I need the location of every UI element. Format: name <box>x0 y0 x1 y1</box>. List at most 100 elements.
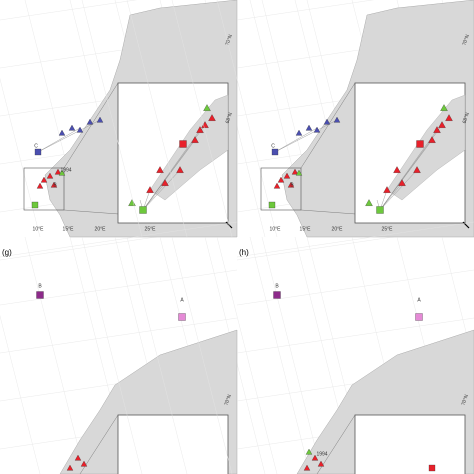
marker-triangle <box>36 182 44 189</box>
marker-triangle <box>191 136 199 143</box>
marker-triangle <box>287 181 295 188</box>
lat-label: 70°N <box>225 33 235 46</box>
lon-label: 25°E <box>145 226 157 232</box>
marker-triangle <box>413 166 421 173</box>
marker-square <box>268 201 276 209</box>
marker-triangle <box>273 182 281 189</box>
lat-label: 70°N <box>224 393 234 406</box>
panel-label: (g) <box>2 248 12 257</box>
map-panel: C B 10°E 15°E 20°E 25°E 70°N 68°N <box>81 0 474 261</box>
marker-triangle <box>383 186 391 193</box>
lat-label: 70°N <box>462 33 472 46</box>
track-line <box>142 169 181 211</box>
lon-label: 20°E <box>332 226 344 232</box>
marker-triangle <box>208 114 216 121</box>
site-label: B <box>53 182 57 188</box>
marker-triangle <box>76 126 84 133</box>
lon-label: 20°E <box>95 226 107 232</box>
marker-triangle <box>277 176 285 183</box>
track-line <box>274 119 338 153</box>
panel-label: (h) <box>239 248 249 257</box>
marker-triangle <box>398 179 406 186</box>
lon-label: 25°E <box>382 226 394 232</box>
marker-square <box>139 206 147 214</box>
marker-triangle <box>146 186 154 193</box>
track-line <box>0 317 238 354</box>
marker-triangle <box>176 166 184 173</box>
track-line <box>37 119 101 153</box>
marker-triangle <box>433 126 441 133</box>
marker-square <box>36 291 44 299</box>
lon-label: 10°E <box>33 226 45 232</box>
marker-triangle <box>317 460 325 467</box>
marker-triangle <box>333 116 341 123</box>
marker-triangle <box>46 172 54 179</box>
track-line <box>316 414 356 474</box>
marker-triangle <box>291 168 299 175</box>
track-line <box>261 236 323 474</box>
marker-triangle <box>393 166 401 173</box>
map-panel: (g) B A 70°N <box>0 221 356 474</box>
marker-triangle <box>445 114 453 121</box>
marker-triangle <box>438 121 446 128</box>
track-line <box>236 221 474 258</box>
lon-label: 10°E <box>270 226 282 232</box>
marker-square <box>271 148 279 156</box>
track-line <box>79 414 119 474</box>
marker-triangle <box>54 168 62 175</box>
track-line <box>142 182 166 211</box>
marker-triangle <box>305 124 313 131</box>
site-label: C <box>34 143 38 149</box>
lon-label: 15°E <box>63 226 75 232</box>
marker-square <box>178 313 186 321</box>
track-line <box>236 269 474 306</box>
site-label: 1994 <box>60 167 71 173</box>
marker-square <box>273 291 281 299</box>
site-label: B <box>38 283 42 289</box>
site-label: 1994 <box>316 451 327 457</box>
marker-triangle <box>203 104 211 111</box>
marker-triangle <box>96 116 104 123</box>
track-line <box>171 0 233 238</box>
marker-square <box>376 206 384 214</box>
marker-square <box>415 313 423 321</box>
track-line <box>171 236 233 474</box>
lat-label: 68°N <box>225 111 235 124</box>
overview-box <box>23 167 65 211</box>
track-line <box>300 82 356 169</box>
marker-triangle <box>68 124 76 131</box>
marker-square <box>416 140 424 148</box>
marker-triangle <box>305 448 313 455</box>
marker-square <box>31 201 39 209</box>
track-line <box>274 127 318 153</box>
track-line <box>236 317 474 354</box>
marker-triangle <box>428 136 436 143</box>
lat-label: 70°N <box>461 393 471 406</box>
marker-triangle <box>58 169 66 176</box>
track-line <box>0 315 41 474</box>
track-line <box>81 0 143 238</box>
marker-triangle <box>295 169 303 176</box>
inset <box>117 414 229 474</box>
track-line <box>24 236 86 474</box>
marker-square <box>34 148 42 156</box>
track-line <box>249 236 311 474</box>
marker-triangle <box>303 464 311 471</box>
track-line <box>0 78 41 238</box>
marker-triangle <box>201 121 209 128</box>
track-line <box>216 236 278 474</box>
marker-triangle <box>313 126 321 133</box>
track-line <box>0 0 137 21</box>
marker-triangle <box>323 118 331 125</box>
site-label: A <box>417 297 421 303</box>
overview-box <box>260 167 302 211</box>
track-line <box>126 236 188 474</box>
map-panel: (h) B A 1994 70°N <box>81 221 474 474</box>
marker-triangle <box>74 454 82 461</box>
marker-square <box>428 464 436 472</box>
track-line <box>216 0 278 238</box>
marker-triangle <box>196 126 204 133</box>
marker-triangle <box>58 129 66 136</box>
track-line <box>0 221 238 258</box>
marker-triangle <box>156 166 164 173</box>
